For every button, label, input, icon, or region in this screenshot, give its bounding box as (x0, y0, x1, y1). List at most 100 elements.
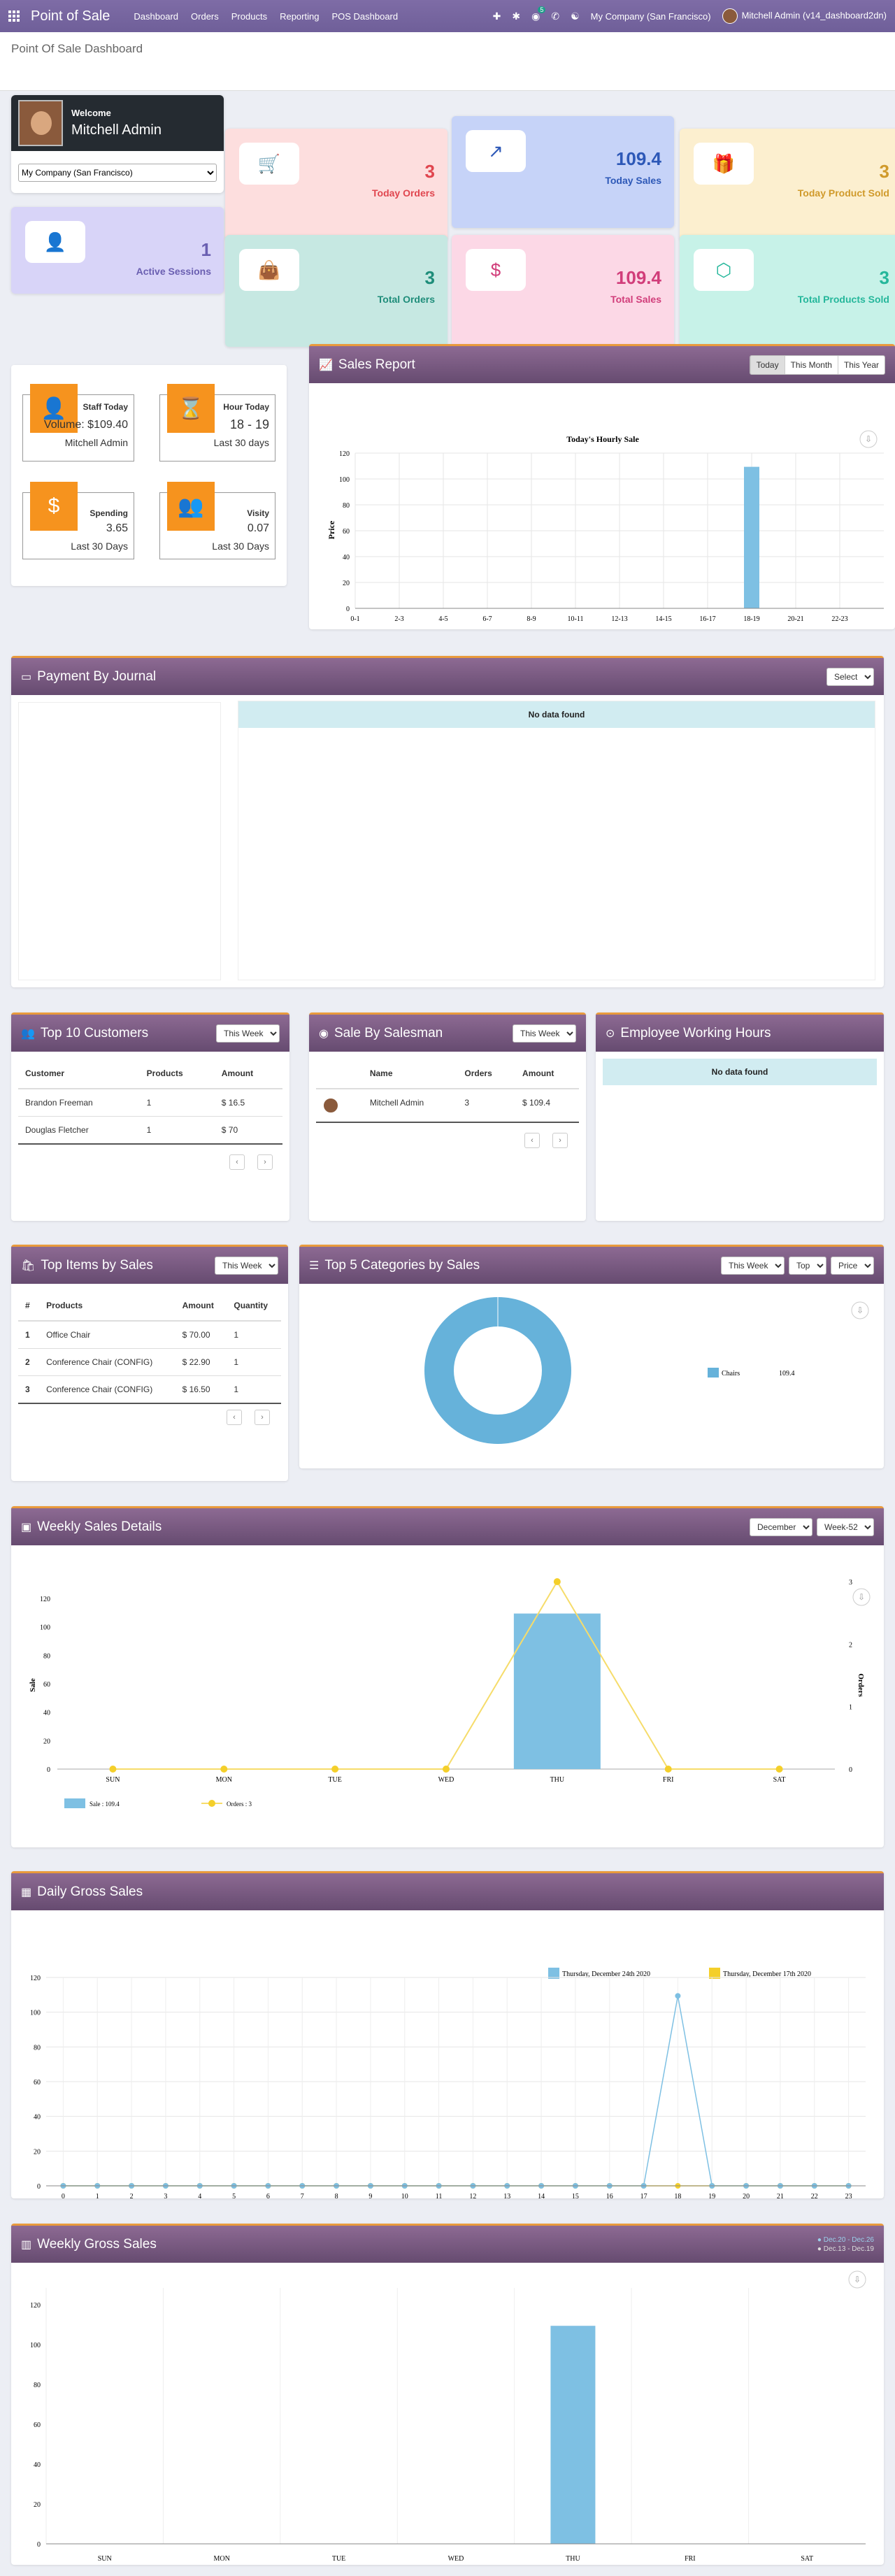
y-tick-label: 0 (37, 2541, 41, 2549)
stat-label: Total Products Sold (797, 294, 889, 305)
y-axis-label: Sale (29, 1678, 37, 1692)
plus-icon[interactable]: ✚ (492, 10, 501, 22)
x-tick-label: SAT (773, 1776, 786, 1784)
download-glyph: ⇩ (858, 1592, 865, 1602)
y-tick-label: 40 (43, 1710, 50, 1717)
salesman-title: Sale By Salesman (334, 1025, 443, 1040)
stat-card[interactable]: ⬡ 3 Total Products Sold (680, 235, 895, 347)
company-switcher[interactable]: My Company (San Francisco) (590, 10, 711, 22)
nav-pos-dashboard[interactable]: POS Dashboard (331, 10, 399, 22)
x-tick-label: 16-17 (699, 615, 715, 623)
x-tick-label: 14 (538, 2193, 545, 2198)
week-filter[interactable]: Week-52 (817, 1517, 874, 1536)
prev-page-button[interactable]: ‹ (227, 1410, 242, 1425)
x-tick-label: 4 (198, 2193, 201, 2198)
x-tick-label: 8 (335, 2193, 338, 2198)
box-icon: ⬡ (694, 249, 754, 291)
spend-period: Last 30 Days (71, 541, 128, 552)
user-icon: 👤 (30, 384, 78, 433)
y-tick-label: 20 (34, 2501, 41, 2509)
spending-kpi: $ Spending 3.65 Last 30 Days (22, 482, 134, 559)
sales-report-range: Today This Month This Year (749, 355, 885, 375)
nav-products[interactable]: Products (231, 10, 268, 22)
top-items-filter[interactable]: This Week (215, 1256, 278, 1275)
top-items-panel: 🛍 Top Items by Sales This Week # Products A… (11, 1245, 288, 1481)
categories-donut-chart: ⇩ Chairs 109.4 (424, 1297, 869, 1444)
next-page-button[interactable]: › (257, 1154, 273, 1170)
y-tick-label: 80 (34, 2382, 41, 2389)
prev-page-button[interactable]: ‹ (229, 1154, 245, 1170)
legend-swatch (64, 1798, 85, 1808)
hour-title: Hour Today (223, 402, 269, 412)
page-header: Point Of Sale Dashboard (0, 32, 895, 91)
users-icon: 👥 (167, 482, 215, 531)
stat-label: Total Orders (377, 294, 435, 305)
y-tick-label: 100 (40, 1624, 50, 1632)
app-title[interactable]: Point of Sale (31, 8, 110, 24)
today-button[interactable]: Today (750, 355, 785, 374)
y-tick-label: 20 (34, 2148, 41, 2156)
settings-icon[interactable]: ☯ (571, 10, 580, 22)
daily-gross-chart: Thursday, December 24th 2020 Thursday, De… (30, 1968, 866, 2198)
weekly-details-panel: ▣ Weekly Sales Details December Week-52 ⇩… (11, 1506, 884, 1847)
prev-page-button[interactable]: ‹ (524, 1133, 540, 1148)
x-tick-label: THU (550, 1776, 565, 1784)
bag-icon: 👜 (239, 249, 299, 291)
bug-icon[interactable]: ✱ (512, 10, 521, 22)
month-filter[interactable]: December (750, 1517, 812, 1536)
journal-select[interactable]: Select (826, 667, 874, 686)
journal-header: ▭ Payment By Journal Select (11, 656, 884, 695)
credit-card-icon: ▭ (21, 671, 32, 683)
x-tick-label: 10 (401, 2193, 408, 2198)
this-year-button[interactable]: This Year (837, 355, 885, 374)
y-tick-label: 40 (343, 554, 350, 561)
stat-card[interactable]: 👤 1 Active Sessions (11, 207, 224, 294)
user-name: Mitchell Admin (v14_dashboard2dn) (741, 10, 887, 21)
stat-card[interactable]: 🛒 3 Today Orders (225, 129, 448, 241)
categories-top-filter[interactable]: Top (789, 1256, 826, 1275)
nav-reporting[interactable]: Reporting (280, 10, 320, 22)
visit-period: Last 30 Days (212, 541, 269, 552)
this-month-button[interactable]: This Month (784, 355, 838, 374)
stat-card[interactable]: $109.4 Total Sales (452, 235, 674, 347)
company-select[interactable]: My Company (San Francisco) (18, 164, 217, 182)
gift-icon: 🎁 (694, 143, 754, 185)
categories-measure-filter[interactable]: Price (831, 1256, 874, 1275)
nav-orders[interactable]: Orders (191, 10, 219, 22)
welcome-greeting: Welcome (71, 108, 111, 118)
activity-icon[interactable]: ✆ (551, 10, 560, 22)
next-page-button[interactable]: › (552, 1133, 568, 1148)
y2-tick-label: 2 (849, 1641, 852, 1649)
sales-report-title: Sales Report (338, 357, 415, 372)
y2-tick-label: 0 (849, 1766, 852, 1774)
nav-dashboard[interactable]: Dashboard (134, 10, 179, 22)
stat-label: Today Orders (372, 187, 435, 199)
customers-filter[interactable]: This Week (216, 1024, 280, 1043)
stat-card[interactable]: 🎁 3 Today Product Sold (680, 129, 895, 241)
chat-icon[interactable]: ◉ 5 (531, 6, 546, 22)
stat-value: 3 (424, 161, 435, 182)
dollar-icon: $ (30, 482, 78, 531)
x-tick-label: 22 (811, 2193, 818, 2198)
orders-line (113, 1580, 780, 1770)
stat-value: 109.4 (615, 267, 661, 288)
categories-period-filter[interactable]: This Week (721, 1256, 785, 1275)
working-hours-panel: ⊙ Employee Working Hours No data found (596, 1012, 884, 1221)
next-page-button[interactable]: › (255, 1410, 270, 1425)
top-customers-panel: 👥 Top 10 Customers This Week Customer Prod… (11, 1012, 289, 1221)
x-tick-label: SUN (106, 1776, 120, 1784)
clock-icon: ⊙ (606, 1027, 615, 1040)
salesman-filter[interactable]: This Week (513, 1024, 576, 1043)
orders-point (443, 1766, 450, 1773)
x-tick-label: 21 (777, 2193, 784, 2198)
user-menu[interactable]: Mitchell Admin (v14_dashboard2dn) (722, 8, 887, 24)
pie-slice (424, 1297, 571, 1444)
stat-value: 109.4 (615, 148, 661, 169)
stat-value: 3 (879, 267, 889, 288)
stat-card[interactable]: 👜 3 Total Orders (225, 235, 448, 347)
y-tick-label: 120 (30, 2302, 41, 2310)
x-tick-label: 18-19 (743, 615, 759, 623)
stat-card[interactable]: ↗ 109.4 Today Sales (452, 116, 674, 228)
apps-menu-icon[interactable] (8, 10, 20, 22)
col-amount: Amount (214, 1059, 282, 1089)
